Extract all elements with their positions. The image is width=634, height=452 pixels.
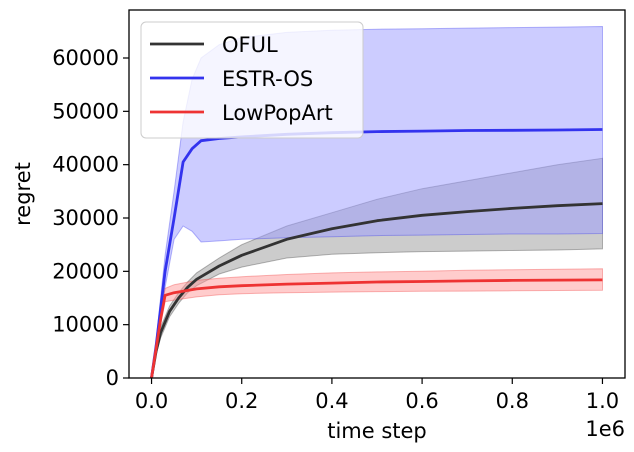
legend-box [140, 21, 364, 139]
y-axis-ticks: 0 10000 20000 30000 40000 50000 60000 [52, 46, 129, 390]
y-tick-label: 0 [106, 366, 119, 390]
y-tick-label: 20000 [52, 259, 119, 283]
x-tick-label: 0.4 [315, 389, 348, 413]
y-tick-label: 40000 [52, 153, 119, 177]
y-tick-label: 30000 [52, 206, 119, 230]
x-axis-ticks: 0.0 0.2 0.4 0.6 0.8 1.0 [135, 378, 619, 413]
plot-frame [128, 9, 626, 379]
y-tick-label: 50000 [52, 99, 119, 123]
y-tick-label: 10000 [52, 313, 119, 337]
x-tick-label: 0.8 [496, 389, 529, 413]
x-axis-label: time step [327, 419, 427, 443]
y-axis-label: regret [11, 162, 35, 226]
legend-label-lowpopart: LowPopArt [222, 101, 333, 125]
band-lowpopart [151, 268, 603, 379]
x-axis-offset-text: 1e6 [585, 417, 625, 441]
x-tick-label: 0.2 [225, 389, 258, 413]
line-lowpopart [150, 278, 603, 379]
y-tick-label: 60000 [52, 46, 119, 70]
legend-label-estr-os: ESTR-OS [222, 67, 313, 91]
x-tick-label: 0.0 [135, 389, 168, 413]
line-oful [150, 202, 603, 379]
legend: OFUL ESTR-OS LowPopArt [140, 21, 364, 139]
legend-label-oful: OFUL [222, 33, 278, 57]
x-tick-label: 0.6 [405, 389, 438, 413]
x-tick-label: 1.0 [586, 389, 619, 413]
